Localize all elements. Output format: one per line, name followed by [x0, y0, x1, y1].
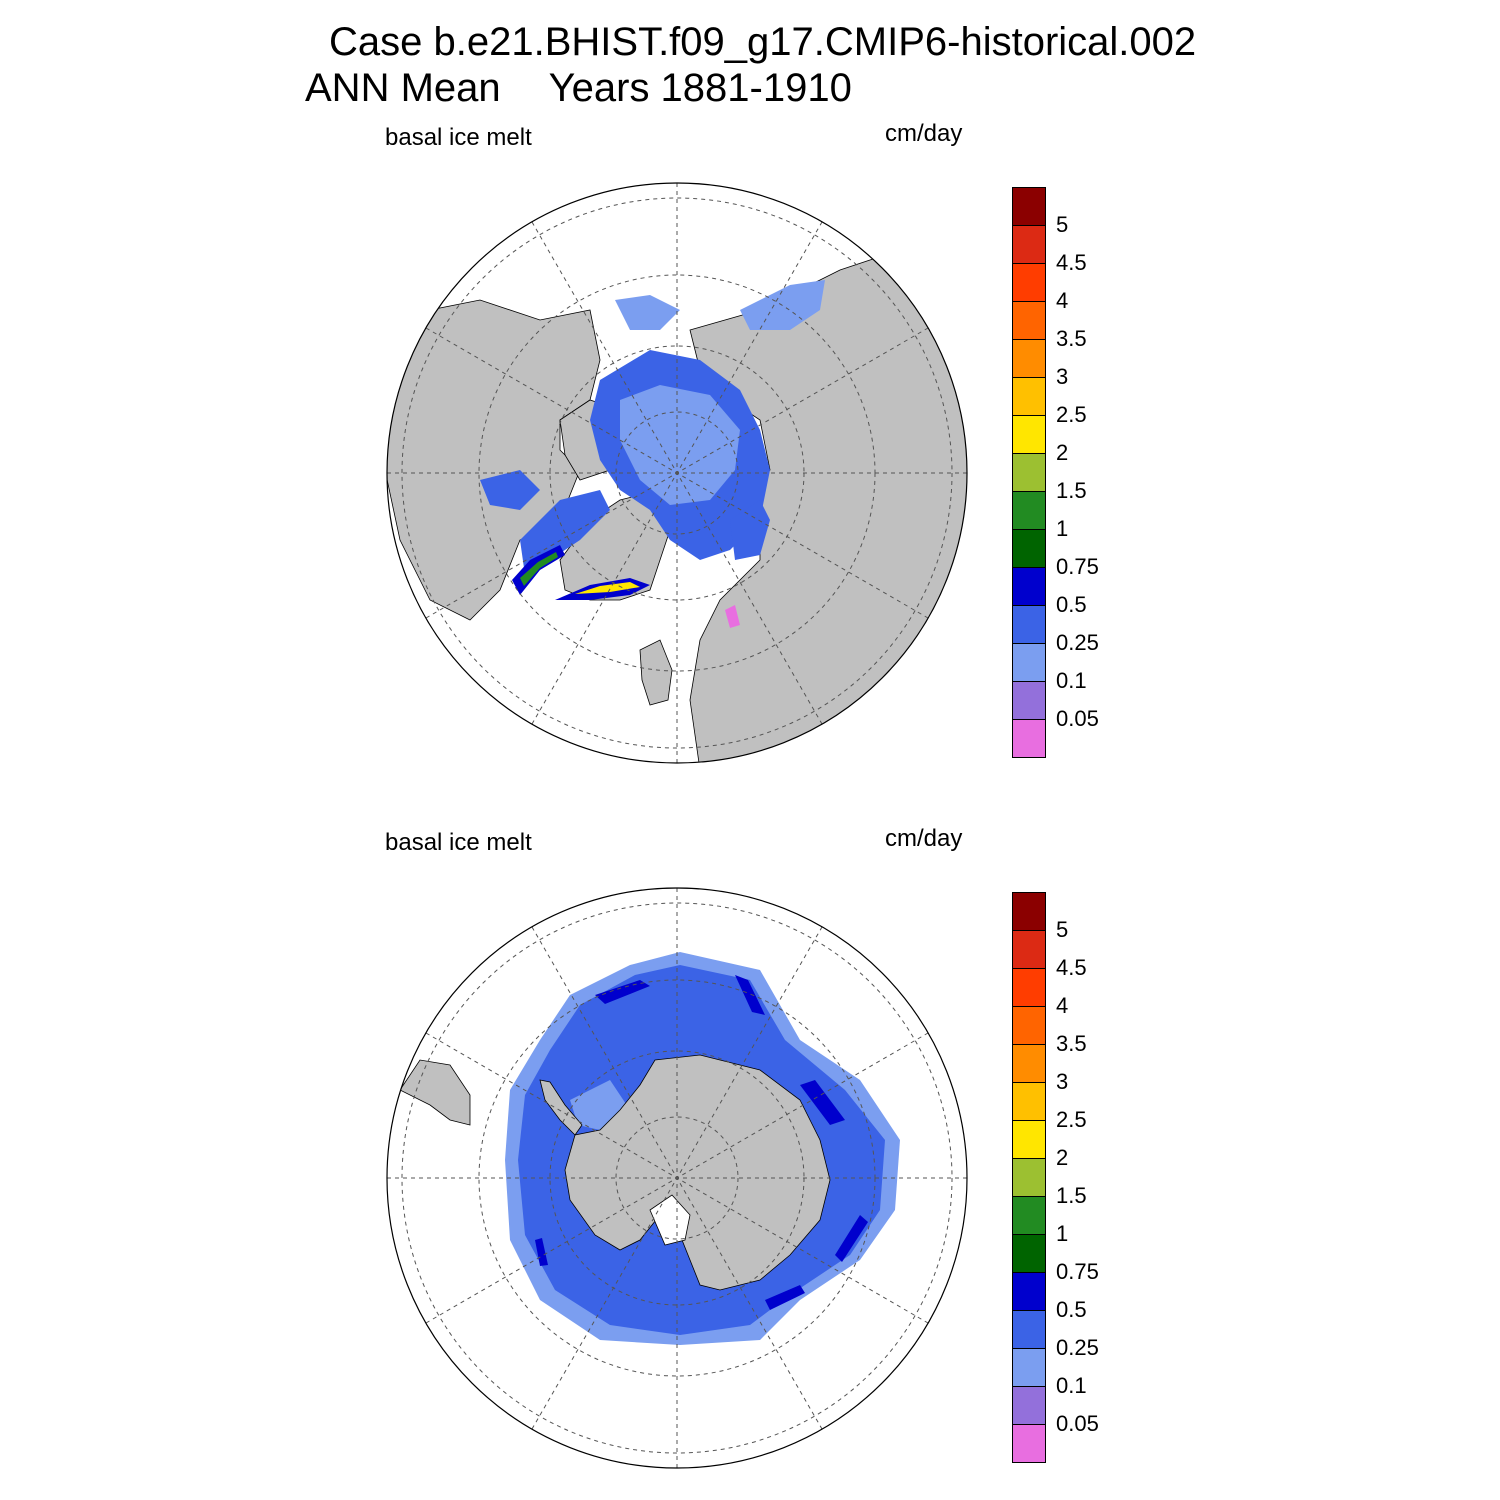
colorbar-tick-label: 0.25 — [1056, 1335, 1099, 1360]
labrador-sea-melt-core — [520, 552, 558, 586]
colorbar-tick-label: 0.5 — [1056, 592, 1087, 617]
colorbar-swatch — [1012, 1348, 1046, 1387]
colorbar-tick-label: 5 — [1056, 212, 1069, 237]
colorbar-swatch — [1012, 605, 1046, 644]
colorbar-swatch — [1012, 225, 1046, 264]
southern-ocean-melt-band-5 — [765, 1285, 805, 1310]
colorbar-swatch — [1012, 1006, 1046, 1045]
east-greenland-melt-core — [575, 582, 640, 594]
colorbar-swatch — [1012, 187, 1046, 226]
southern-ocean-melt-band-1 — [595, 980, 650, 1004]
colorbar-tick-label: 4.5 — [1056, 955, 1087, 980]
southern-ocean-melt-band-2 — [735, 975, 765, 1015]
colorbar-swatch — [1012, 1158, 1046, 1197]
baltic-melt — [725, 605, 740, 628]
colorbar-swatch — [1012, 681, 1046, 720]
colorbar-tick-label: 0.75 — [1056, 554, 1099, 579]
colorbar-swatch — [1012, 1386, 1046, 1425]
colorbar-tick-label: 0.1 — [1056, 668, 1087, 693]
colorbar-tick-label: 0.25 — [1056, 630, 1099, 655]
southern-ocean-melt-band-3 — [800, 1080, 845, 1125]
colorbar-tick-label: 1.5 — [1056, 1183, 1087, 1208]
colorbar-tick-label: 2 — [1056, 1145, 1069, 1170]
colorbar-tick-label: 0.05 — [1056, 706, 1099, 731]
colorbar-swatch — [1012, 643, 1046, 682]
colorbar-tick-label: 0.1 — [1056, 1373, 1087, 1398]
colorbar-swatch — [1012, 1196, 1046, 1235]
colorbar-tick-label: 2 — [1056, 440, 1069, 465]
colorbar-tick-label: 0.05 — [1056, 1411, 1099, 1436]
southern-ocean-melt-band-6 — [535, 1238, 548, 1266]
nh-units-label: cm/day — [885, 120, 963, 147]
colorbar-swatch — [1012, 1234, 1046, 1273]
colorbar-tick-label: 1 — [1056, 516, 1069, 541]
colorbar-tick-label: 4 — [1056, 993, 1069, 1018]
southern-hemisphere-map — [387, 888, 967, 1468]
colorbar-swatch — [1012, 719, 1046, 758]
colorbar-tick-label: 1.5 — [1056, 478, 1087, 503]
sh-graticule — [387, 888, 967, 1468]
colorbar-swatch — [1012, 1310, 1046, 1349]
colorbar-tick-label: 1 — [1056, 1221, 1069, 1246]
okhotsk-melt — [615, 295, 680, 330]
colorbar-tick-label: 3 — [1056, 364, 1069, 389]
colorbar-tick-label: 2.5 — [1056, 1107, 1087, 1132]
plot-subtitle: ANN Mean Years 1881-1910 — [305, 66, 852, 110]
northern-hemisphere-map — [387, 183, 967, 763]
colorbar-tick-label: 2.5 — [1056, 402, 1087, 427]
ross-ice-gap — [649, 1194, 691, 1246]
colorbar-tick-label: 3.5 — [1056, 326, 1087, 351]
south-america-landmass — [399, 1059, 471, 1126]
plot-title: Case b.e21.BHIST.f09_g17.CMIP6-historica… — [329, 20, 1197, 64]
colorbar-swatch — [1012, 930, 1046, 969]
colorbar-swatch — [1012, 968, 1046, 1007]
southern-ocean-melt-band-4 — [835, 1215, 868, 1262]
colorbar-swatch — [1012, 529, 1046, 568]
colorbar-tick-label: 4 — [1056, 288, 1069, 313]
colorbar-tick-label: 3 — [1056, 1069, 1069, 1094]
colorbar-swatch — [1012, 1272, 1046, 1311]
season-label: ANN Mean — [305, 66, 501, 110]
colorbar-swatch — [1012, 1082, 1046, 1121]
sh-units-label: cm/day — [885, 825, 963, 852]
nh-graticule — [387, 183, 967, 763]
colorbar-tick-label: 0.5 — [1056, 1297, 1087, 1322]
colorbar-swatch — [1012, 892, 1046, 931]
colorbar-swatch — [1012, 377, 1046, 416]
colorbar-swatch — [1012, 1044, 1046, 1083]
colorbar-swatch — [1012, 339, 1046, 378]
colorbar-swatch — [1012, 263, 1046, 302]
sh-variable-label: basal ice melt — [385, 829, 532, 856]
colorbar-swatch — [1012, 1120, 1046, 1159]
colorbar-tick-label: 0.75 — [1056, 1259, 1099, 1284]
colorbar-tick-label: 5 — [1056, 917, 1069, 942]
arctic-ocean-melt-inner — [620, 385, 740, 505]
colorbar-swatch — [1012, 1424, 1046, 1463]
colorbar-swatch — [1012, 491, 1046, 530]
colorbar-swatch — [1012, 453, 1046, 492]
colorbar-tick-label: 4.5 — [1056, 250, 1087, 275]
hudson-bay-melt — [480, 470, 540, 510]
colorbar-swatch — [1012, 301, 1046, 340]
colorbar-swatch — [1012, 567, 1046, 606]
nh-variable-label: basal ice melt — [385, 124, 532, 151]
barents-sea-melt — [730, 500, 770, 560]
colorbar-swatch — [1012, 415, 1046, 454]
colorbar-tick-label: 3.5 — [1056, 1031, 1087, 1056]
years-label: Years 1881-1910 — [548, 66, 852, 110]
uk-landmass — [639, 639, 673, 706]
antarctica-landmass — [564, 1054, 831, 1291]
